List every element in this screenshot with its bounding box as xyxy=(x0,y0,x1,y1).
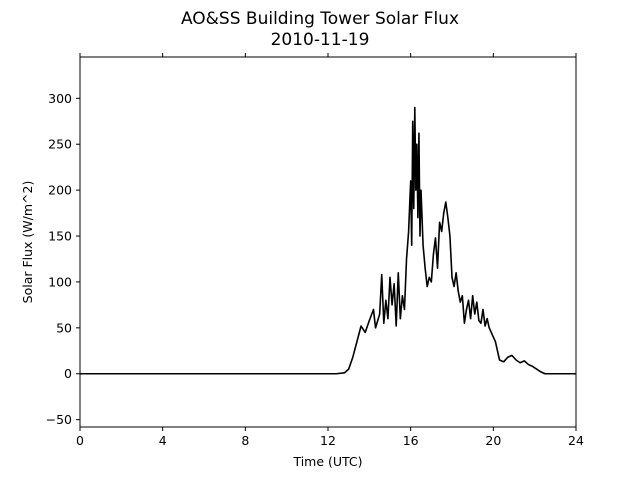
y-tick-label: 300 xyxy=(48,91,72,106)
x-tick-label: 20 xyxy=(485,433,501,448)
x-axis-label: Time (UTC) xyxy=(292,454,362,469)
y-tick-label: −50 xyxy=(46,412,72,427)
plot-frame xyxy=(79,56,577,428)
x-tick-label: 0 xyxy=(76,433,84,448)
x-tick-label: 16 xyxy=(403,433,419,448)
x-tick-label: 4 xyxy=(159,433,167,448)
y-tick-label: 0 xyxy=(64,366,72,381)
y-tick-label: 250 xyxy=(48,137,72,152)
chart-subtitle: 2010-11-19 xyxy=(271,30,370,50)
x-tick-label: 8 xyxy=(241,433,249,448)
y-tick-label: 150 xyxy=(48,229,72,244)
y-tick-label: 50 xyxy=(56,320,72,335)
y-tick-label: 100 xyxy=(48,274,72,289)
y-axis-label: Solar Flux (W/m^2) xyxy=(20,181,35,304)
x-tick-label: 24 xyxy=(568,433,584,448)
x-tick-label: 12 xyxy=(320,433,336,448)
chart-title: AO&SS Building Tower Solar Flux xyxy=(181,9,459,29)
series-line xyxy=(80,106,576,375)
y-tick-label: 200 xyxy=(48,183,72,198)
